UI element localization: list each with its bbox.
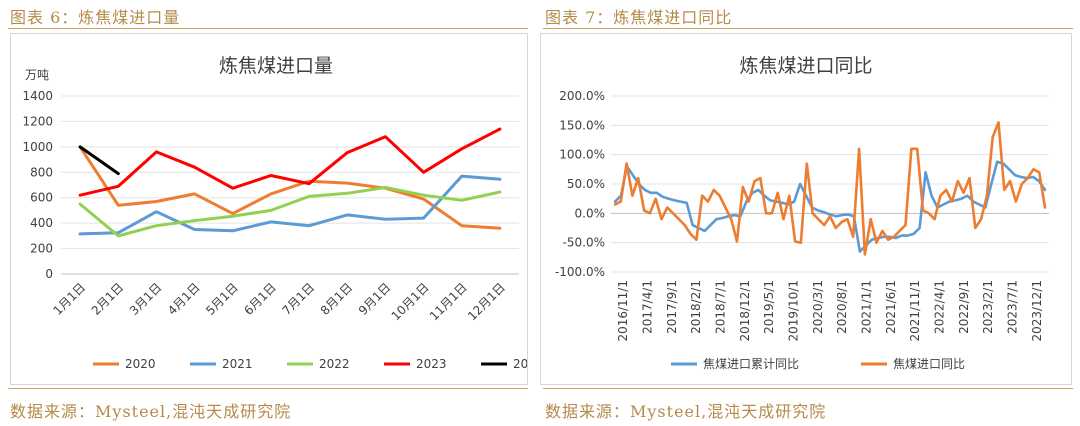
- y-tick-label: 600: [30, 191, 53, 205]
- right-bottom-rule: [543, 388, 1073, 389]
- x-tick-label: 2019/5/1: [762, 280, 776, 334]
- left-figure-label: 图表 6：炼焦煤进口量: [10, 8, 181, 27]
- right-figure-label: 图表 7：炼焦煤进口同比: [545, 8, 733, 27]
- import-yoy-chart: 炼焦煤进口同比 200.0% 150.0% 100.0% 50.0% 0.0% -50.0…: [555, 55, 1049, 371]
- y-tick-label: 1200: [22, 114, 53, 128]
- x-tick-label: 2023/2/1: [981, 280, 995, 334]
- y-tick-label: 0: [45, 267, 53, 281]
- y-axis-unit: 万吨: [25, 68, 49, 82]
- chart-title: 炼焦煤进口同比: [739, 55, 872, 77]
- x-tick-label: 2020/8/1: [835, 280, 849, 334]
- y-tick-label: -100.0%: [555, 265, 605, 279]
- x-tick-label: 9月1日: [356, 280, 394, 318]
- x-tick-label: 2022/9/1: [957, 280, 971, 334]
- left-chart-panel: 炼焦煤进口量 万吨 0 200 400 600 800 1000 1200 1400 1月1日…: [10, 33, 544, 385]
- x-tick-label: 2021/6/1: [884, 280, 898, 334]
- x-tick-label: 2023/7/1: [1006, 280, 1020, 334]
- y-tick-label: 200: [30, 242, 53, 256]
- legend-label-2023: 2023: [416, 357, 447, 371]
- left-source: 数据来源：Mysteel,混沌天成研究院: [10, 402, 292, 421]
- x-tick-label: 2018/7/1: [714, 280, 728, 334]
- x-tick-label: 2018/2/1: [689, 280, 703, 334]
- y-tick-label: 800: [30, 165, 53, 179]
- y-tick-label: 0.0%: [575, 206, 606, 220]
- x-tick-label: 10月1日: [389, 280, 432, 323]
- import-volume-chart: 炼焦煤进口量 万吨 0 200 400 600 800 1000 1200 1400 1月1日…: [22, 55, 543, 371]
- y-tick-label: 50.0%: [567, 177, 605, 191]
- x-tick-label: 2017/9/1: [665, 280, 679, 334]
- y-tick-label: -50.0%: [563, 236, 605, 250]
- y-tick-label: 200.0%: [559, 89, 605, 103]
- x-tick-label: 1月1日: [51, 280, 89, 318]
- x-tick-label: 2019/10/1: [787, 280, 801, 342]
- x-tick-label: 2月1日: [89, 280, 127, 318]
- series-line-2023: [78, 127, 502, 197]
- right-top-rule: [543, 28, 1073, 29]
- x-tick-label: 2021/1/1: [860, 280, 874, 334]
- x-tick-label: 2021/11/1: [908, 280, 922, 342]
- series-line-2024: [78, 145, 120, 176]
- series-line-2022: [78, 186, 502, 238]
- legend-label-cum: 焦煤进口累计同比: [703, 357, 799, 371]
- series-line-cum: [613, 160, 1047, 253]
- y-tick-label: 100.0%: [559, 148, 605, 162]
- chart-title: 炼焦煤进口量: [219, 55, 333, 77]
- legend-label-2021: 2021: [222, 357, 253, 371]
- series-line-2021: [78, 174, 502, 236]
- y-tick-label: 1000: [22, 140, 53, 154]
- x-tick-label: 5月1日: [203, 280, 241, 318]
- y-tick-label: 400: [30, 216, 53, 230]
- x-tick-label: 2018/12/1: [738, 280, 752, 342]
- left-top-rule: [8, 28, 528, 29]
- x-tick-label: 2022/4/1: [933, 280, 947, 334]
- x-tick-label: 6月1日: [241, 280, 279, 318]
- x-tick-label: 2020/3/1: [811, 280, 825, 334]
- series-line-yoy: [613, 121, 1047, 256]
- x-tick-label: 3月1日: [127, 280, 165, 318]
- x-tick-label: 2016/11/1: [616, 280, 630, 342]
- legend-label-2020: 2020: [125, 357, 156, 371]
- series-line-2020: [78, 145, 502, 230]
- x-tick-label: 11月1日: [427, 280, 470, 323]
- x-tick-label: 12月1日: [465, 280, 508, 323]
- x-tick-label: 7月1日: [280, 280, 318, 318]
- y-tick-label: 1400: [22, 89, 53, 103]
- x-tick-label: 2023/12/1: [1030, 280, 1044, 342]
- x-tick-label: 2017/4/1: [641, 280, 655, 334]
- legend-label-yoy: 焦煤进口同比: [893, 357, 965, 371]
- right-source: 数据来源：Mysteel,混沌天成研究院: [545, 402, 827, 421]
- left-bottom-rule: [8, 388, 528, 389]
- x-tick-label: 4月1日: [165, 280, 203, 318]
- right-chart-panel: 炼焦煤进口同比 200.0% 150.0% 100.0% 50.0% 0.0% -50.0…: [540, 33, 1072, 385]
- legend-label-2022: 2022: [319, 357, 350, 371]
- y-tick-label: 150.0%: [559, 118, 605, 132]
- x-tick-label: 8月1日: [318, 280, 356, 318]
- legend-label-2024: 2024: [513, 357, 527, 371]
